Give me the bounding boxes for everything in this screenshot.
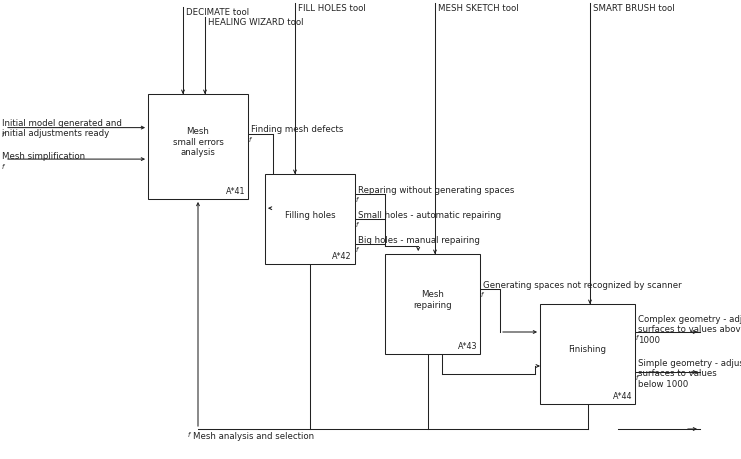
Text: f: f bbox=[249, 137, 251, 143]
Text: f: f bbox=[2, 164, 4, 170]
Text: MESH SKETCH tool: MESH SKETCH tool bbox=[438, 4, 519, 13]
Text: Mesh analysis and selection: Mesh analysis and selection bbox=[193, 431, 314, 440]
Bar bbox=[265, 174, 355, 264]
Text: Small holes - automatic repairing: Small holes - automatic repairing bbox=[358, 211, 501, 219]
Text: Initial model generated and
initial adjustments ready: Initial model generated and initial adju… bbox=[2, 118, 122, 138]
Text: f: f bbox=[356, 246, 358, 252]
Text: Mesh
repairing: Mesh repairing bbox=[413, 290, 452, 309]
Text: A*42: A*42 bbox=[333, 252, 352, 260]
Bar bbox=[540, 304, 635, 404]
Text: Complex geometry - adjust
surfaces to values above
1000: Complex geometry - adjust surfaces to va… bbox=[638, 314, 741, 344]
Text: Reparing without generating spaces: Reparing without generating spaces bbox=[358, 185, 514, 194]
Text: Simple geometry - adjust
surfaces to values
below 1000: Simple geometry - adjust surfaces to val… bbox=[638, 358, 741, 388]
Bar bbox=[148, 95, 248, 200]
Text: Filling holes: Filling holes bbox=[285, 211, 336, 219]
Text: Finding mesh defects: Finding mesh defects bbox=[251, 125, 343, 134]
Text: f: f bbox=[188, 431, 190, 437]
Text: Generating spaces not recognized by scanner: Generating spaces not recognized by scan… bbox=[483, 280, 682, 289]
Text: A*43: A*43 bbox=[457, 341, 477, 350]
Text: Mesh simplification: Mesh simplification bbox=[2, 152, 85, 161]
Text: HEALING WIZARD tool: HEALING WIZARD tool bbox=[208, 18, 304, 27]
Text: f: f bbox=[356, 222, 358, 228]
Text: SMART BRUSH tool: SMART BRUSH tool bbox=[593, 4, 674, 13]
Text: f: f bbox=[636, 334, 638, 340]
Text: Big holes - manual repairing: Big holes - manual repairing bbox=[358, 235, 480, 245]
Text: A*44: A*44 bbox=[613, 391, 632, 400]
Text: Finishing: Finishing bbox=[568, 345, 606, 354]
Text: DECIMATE tool: DECIMATE tool bbox=[186, 8, 249, 17]
Text: FILL HOLES tool: FILL HOLES tool bbox=[298, 4, 366, 13]
Text: f: f bbox=[2, 131, 4, 137]
Text: f: f bbox=[356, 196, 358, 202]
Text: Mesh
small errors
analysis: Mesh small errors analysis bbox=[173, 127, 224, 157]
Text: A*41: A*41 bbox=[225, 187, 245, 196]
Bar bbox=[385, 254, 480, 354]
Text: f: f bbox=[481, 291, 483, 297]
Text: f: f bbox=[636, 374, 638, 380]
